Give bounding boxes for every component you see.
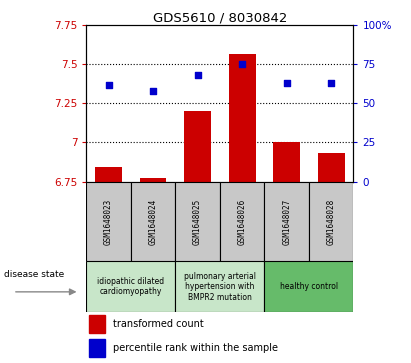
Point [105,82,112,87]
Point [328,80,335,86]
Title: GDS5610 / 8030842: GDS5610 / 8030842 [153,11,287,24]
Bar [89,339,105,357]
Bar [184,111,211,182]
Bar [86,261,175,312]
Text: transformed count: transformed count [113,319,204,330]
Point [194,73,201,78]
Bar [131,182,175,261]
Text: percentile rank within the sample: percentile rank within the sample [113,343,278,353]
Bar [140,178,166,182]
Bar [309,182,353,261]
Text: healthy control: healthy control [280,282,338,291]
Bar [273,143,300,182]
Text: idiopathic dilated
cardiomyopathy: idiopathic dilated cardiomyopathy [97,277,164,297]
Point [239,61,245,68]
Bar [318,154,344,182]
Bar [89,315,105,333]
Point [283,80,290,86]
Bar [175,182,220,261]
Bar [264,261,353,312]
Bar [175,261,264,312]
Text: disease state: disease state [4,270,65,278]
Bar [264,182,309,261]
Text: GSM1648026: GSM1648026 [238,198,247,245]
Bar [220,182,264,261]
Text: GSM1648024: GSM1648024 [149,198,157,245]
Bar [86,182,131,261]
Bar [95,167,122,182]
Text: pulmonary arterial
hypertension with
BMPR2 mutation: pulmonary arterial hypertension with BMP… [184,272,256,302]
Point [150,88,156,94]
Bar [229,53,256,181]
Text: GSM1648027: GSM1648027 [282,198,291,245]
Text: GSM1648023: GSM1648023 [104,198,113,245]
Text: GSM1648025: GSM1648025 [193,198,202,245]
Text: GSM1648028: GSM1648028 [327,198,336,245]
